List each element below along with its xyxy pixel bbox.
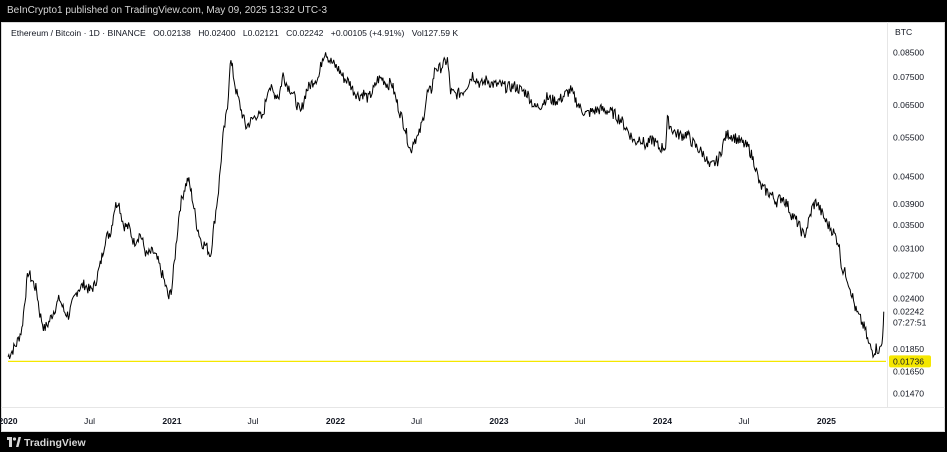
y-tick-label: 0.01470 <box>893 389 924 399</box>
x-tick-label: 2021 <box>162 416 181 426</box>
x-tick-label: Jul <box>248 416 259 426</box>
publish-info: BeInCrypto1 published on TradingView.com… <box>7 5 327 16</box>
price-series-line <box>7 52 885 360</box>
y-tick-label: 0.06500 <box>893 100 924 110</box>
y-tick-label: 0.08500 <box>893 48 924 58</box>
tradingview-brand[interactable]: TradingView <box>24 437 86 449</box>
y-tick-label: 0.03900 <box>893 199 924 209</box>
time-axis-divider <box>1 407 945 408</box>
x-tick-label: Jul <box>575 416 586 426</box>
support-price-label: 0.01736 <box>893 356 924 366</box>
close-value: C0.02242 <box>286 28 324 38</box>
y-tick-label: 0.05500 <box>893 132 924 142</box>
y-tick-label: 0.01650 <box>893 366 924 376</box>
price-axis-divider <box>887 22 888 407</box>
footer-bar: TradingView <box>0 432 947 452</box>
x-tick-label: 2020 <box>0 416 18 426</box>
x-tick-label: 2024 <box>653 416 672 426</box>
y-tick-label: 0.01850 <box>893 344 924 354</box>
x-tick-label: 2022 <box>326 416 345 426</box>
x-tick-label: Jul <box>84 416 95 426</box>
open-value: O0.02138 <box>153 28 191 38</box>
x-tick-label: Jul <box>738 416 749 426</box>
support-price-badge <box>889 355 931 368</box>
y-tick-label: 0.02700 <box>893 271 924 281</box>
bar-countdown-label: 07:27:51 <box>893 318 927 328</box>
change-value: +0.00105 (+4.91%) <box>330 28 405 38</box>
x-tick-label: 2023 <box>489 416 508 426</box>
volume-value: Vol127.59 K <box>411 28 459 38</box>
y-tick-label: 0.03100 <box>893 244 924 254</box>
low-value: L0.02121 <box>242 28 279 38</box>
x-tick-label: 2025 <box>817 416 836 426</box>
chart-frame <box>1 22 945 432</box>
y-tick-label: 0.04500 <box>893 171 924 181</box>
y-tick-label: 0.03500 <box>893 220 924 230</box>
price-currency: BTC <box>895 27 913 37</box>
y-tick-label: 0.02400 <box>893 293 924 303</box>
symbol-name[interactable]: Ethereum / Bitcoin · 1D · BINANCE <box>11 28 146 38</box>
x-tick-label: Jul <box>411 416 422 426</box>
tradingview-logo-icon[interactable] <box>7 437 21 447</box>
y-tick-label: 0.07500 <box>893 72 924 82</box>
symbol-header: Ethereum / Bitcoin · 1D · BINANCE O0.021… <box>11 28 463 38</box>
high-value: H0.02400 <box>198 28 236 38</box>
publish-bar: BeInCrypto1 published on TradingView.com… <box>0 0 947 22</box>
last-price-label: 0.02242 <box>893 307 924 317</box>
